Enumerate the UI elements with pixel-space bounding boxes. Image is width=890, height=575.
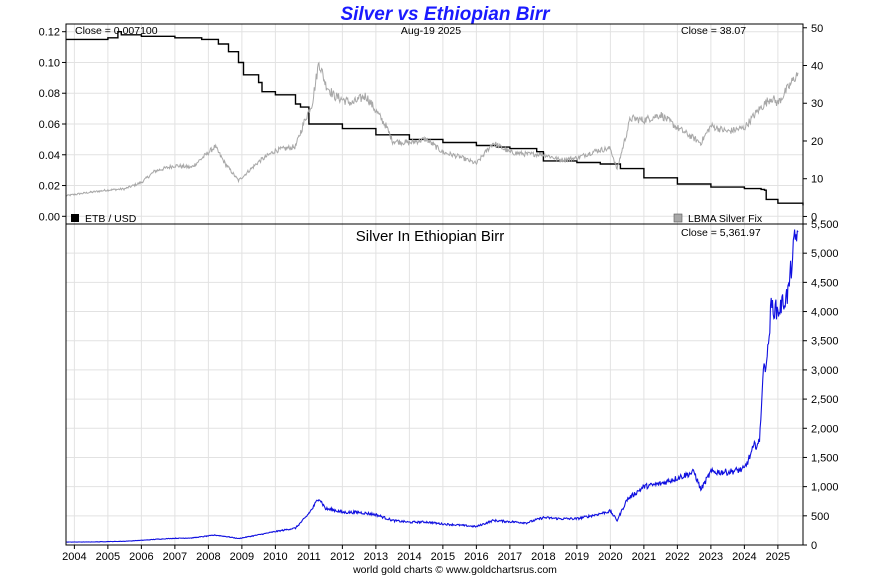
legend-swatch-silver: [673, 213, 683, 223]
bottom-close-label: Close = 5,361.97: [681, 227, 761, 239]
right-tick-label: 4,500: [811, 277, 839, 289]
right-tick-label: 10: [811, 174, 823, 186]
x-tick-label: 2022: [665, 551, 689, 563]
right-tick-label: 1,000: [811, 482, 839, 494]
x-tick-label: 2017: [498, 551, 522, 563]
left-tick-label: 0.12: [39, 27, 60, 39]
left-tick-label: 0.00: [39, 211, 60, 223]
close-left-label: Close = 0.007100: [75, 25, 158, 37]
x-axis: 2004 2005 2006 2007 2008 2009 2010 2011 2012 2013…: [62, 545, 790, 563]
x-tick-label: 2009: [230, 551, 254, 563]
left-tick-label: 0.10: [39, 57, 60, 69]
x-tick-label: 2010: [263, 551, 287, 563]
x-tick-label: 2018: [531, 551, 555, 563]
x-tick-label: 2007: [163, 551, 187, 563]
legend-label-silver: LBMA Silver Fix: [688, 213, 763, 225]
date-label: Aug-19 2025: [401, 25, 461, 37]
silver-fix-series: [65, 61, 799, 197]
x-tick-label: 2025: [766, 551, 790, 563]
right-tick-label: 5,000: [811, 248, 839, 260]
silver-fix-line: [65, 61, 799, 197]
right-tick-label: 40: [811, 61, 823, 73]
right-tick-label: 2,500: [811, 394, 839, 406]
left-tick-label: 0.02: [39, 181, 60, 193]
x-tick-label: 2005: [96, 551, 120, 563]
left-tick-label: 0.06: [39, 119, 60, 131]
x-tick-label: 2013: [364, 551, 388, 563]
x-tick-label: 2021: [632, 551, 656, 563]
x-tick-label: 2020: [598, 551, 622, 563]
footer-credit: world gold charts © www.goldchartsrus.co…: [352, 564, 557, 575]
right-tick-label: 20: [811, 136, 823, 148]
right-tick-label: 50: [811, 23, 823, 35]
etb-usd-series: [66, 31, 804, 206]
right-tick-label: 0: [811, 540, 817, 552]
top-panel: 0.00 0.02 0.04 0.06 0.08 0.10 0.12 0 10 20 30 40 50…: [39, 23, 824, 225]
etb-usd-line: [66, 31, 804, 206]
bottom-right-axis: 0 500 1,000 1,500 2,000 2,500 3,000 3,500 4,000 4…: [803, 219, 839, 552]
bottom-frame: [65, 223, 804, 546]
x-tick-label: 2015: [431, 551, 455, 563]
right-tick-label: 0: [811, 211, 817, 223]
right-tick-label: 5,500: [811, 219, 839, 231]
left-tick-label: 0.08: [39, 88, 60, 100]
silver-in-birr-line: [66, 229, 799, 543]
right-tick-label: 1,500: [811, 452, 839, 464]
top-right-axis: 0 10 20 30 40 50: [803, 23, 823, 223]
right-tick-label: 3,000: [811, 365, 839, 377]
bottom-gridlines: [66, 223, 803, 546]
bottom-panel: 0 500 1,000 1,500 2,000 2,500 3,000 3,500 4,000 4…: [62, 219, 838, 563]
x-tick-label: 2004: [62, 551, 86, 563]
x-tick-label: 2012: [330, 551, 354, 563]
x-tick-label: 2014: [397, 551, 421, 563]
silver-in-birr-series: [66, 229, 799, 543]
legend-swatch-etb: [71, 214, 79, 222]
top-left-axis: 0.00 0.02 0.04 0.06 0.08 0.10 0.12: [39, 27, 66, 223]
panel-title: Silver In Ethiopian Birr: [356, 228, 504, 245]
right-tick-label: 3,500: [811, 336, 839, 348]
x-tick-label: 2024: [732, 551, 756, 563]
legend-label-etb: ETB / USD: [85, 213, 137, 225]
left-tick-label: 0.04: [39, 150, 60, 162]
x-tick-label: 2023: [699, 551, 723, 563]
chart-title: Silver vs Ethiopian Birr: [340, 4, 551, 25]
right-tick-label: 30: [811, 98, 823, 110]
x-tick-label: 2011: [297, 551, 321, 563]
right-tick-label: 4,000: [811, 307, 839, 319]
top-gridlines: [66, 24, 803, 224]
x-tick-label: 2016: [464, 551, 488, 563]
x-tick-label: 2006: [129, 551, 153, 563]
right-tick-label: 500: [811, 511, 829, 523]
close-right-label: Close = 38.07: [681, 25, 746, 37]
right-tick-label: 2,000: [811, 423, 839, 435]
x-tick-label: 2019: [565, 551, 589, 563]
x-tick-label: 2008: [196, 551, 220, 563]
